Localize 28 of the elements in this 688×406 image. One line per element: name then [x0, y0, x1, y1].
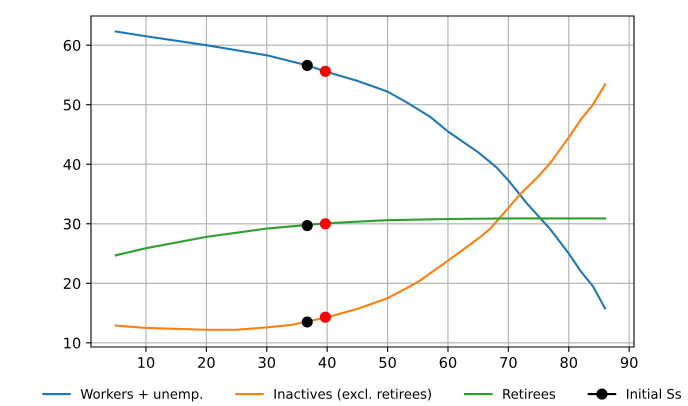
y-tick-label: 50	[64, 99, 80, 110]
x-tick-label: 70	[500, 356, 517, 368]
line-series	[114, 30, 606, 310]
x-tick-label: 20	[198, 356, 215, 368]
point	[320, 312, 331, 323]
y-tick-label: 30	[64, 218, 80, 230]
legend-label: Workers + unemp.	[80, 388, 202, 402]
legend-label: Retirees	[503, 388, 556, 399]
legend-label: Initial Ss	[627, 388, 682, 399]
x-tick-label: 90	[620, 356, 638, 368]
point	[302, 220, 313, 232]
point	[320, 218, 331, 230]
x-tick-label: 80	[560, 356, 578, 368]
y-tick-label: 60	[64, 40, 80, 51]
legend-label: Inactives (excl. retirees)	[274, 388, 431, 400]
x-tick-label: 10	[138, 356, 154, 368]
x-tick-label: 50	[379, 356, 396, 368]
x-tick-label: 60	[440, 356, 456, 368]
y-tick-label: 20	[64, 278, 80, 290]
point	[320, 66, 331, 77]
line-series	[114, 217, 606, 256]
x-tick-label: 40	[318, 356, 336, 368]
x-tick-label: 30	[258, 356, 276, 368]
line-series	[114, 83, 606, 331]
point	[302, 316, 313, 328]
point	[302, 60, 313, 71]
y-tick-label: 40	[63, 158, 80, 170]
y-tick-label: 10	[64, 338, 80, 349]
